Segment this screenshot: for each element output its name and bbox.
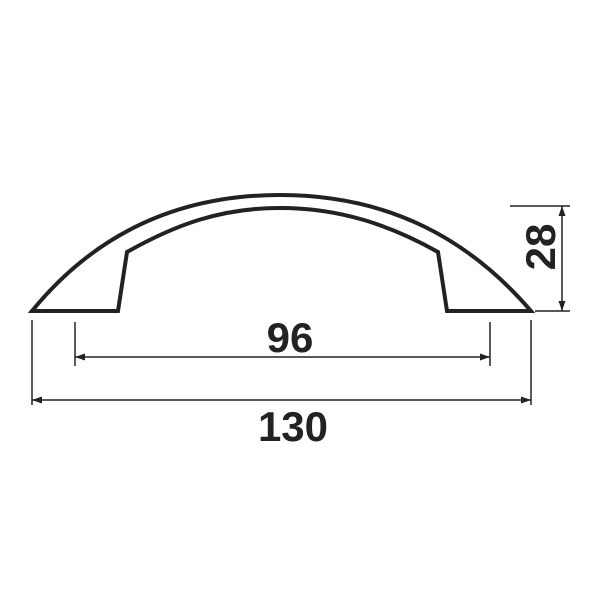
handle-inner-edge bbox=[126, 206, 439, 253]
dimension-label-hole-spacing: 96 bbox=[267, 314, 314, 361]
handle-outline bbox=[27, 192, 536, 313]
dimension-label-height: 28 bbox=[517, 224, 564, 271]
dimension-label-overall-length: 130 bbox=[258, 403, 328, 450]
